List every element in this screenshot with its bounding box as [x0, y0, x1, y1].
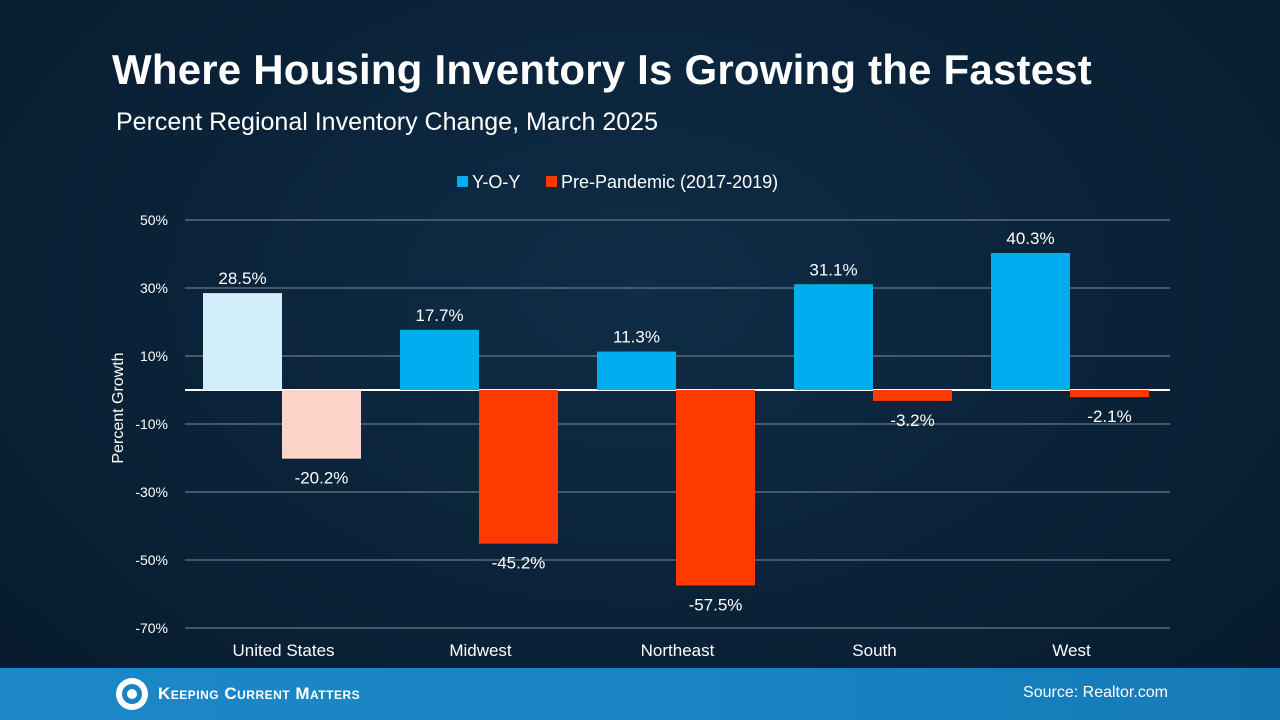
y-tick-label: 10%	[140, 348, 168, 364]
x-tick-label: South	[852, 641, 896, 660]
y-tick-label: -10%	[135, 416, 168, 432]
bar-yoy	[203, 293, 282, 390]
x-tick-label: Midwest	[449, 641, 512, 660]
data-label: 11.3%	[613, 328, 660, 347]
footer-bar: Keeping Current Matters Source: Realtor.…	[0, 668, 1280, 720]
x-tick-label: United States	[232, 641, 334, 660]
bars: 28.5% -20.2% 17.7% -45.2% 11.3% -57.5% 31.1% -3…	[203, 229, 1149, 615]
y-tick-label: 30%	[140, 280, 168, 296]
x-axis: United States Midwest Northeast South West	[232, 641, 1091, 660]
data-label: -3.2%	[890, 411, 934, 430]
y-tick-label: -70%	[135, 620, 168, 636]
bar-pre-pandemic	[676, 390, 755, 586]
source-note: Source: Realtor.com	[1023, 684, 1168, 701]
bar-chart: Y-O-Y Pre-Pandemic (2017-2019) 50% 30% 10% -…	[110, 172, 1170, 660]
y-tick-label: -30%	[135, 484, 168, 500]
legend-swatch-pre-pandemic	[546, 176, 557, 187]
bar-pre-pandemic	[479, 390, 558, 544]
data-label: -57.5%	[689, 596, 743, 615]
bar-pre-pandemic	[873, 390, 952, 401]
kcm-logo: Keeping Current Matters	[116, 678, 360, 710]
bar-yoy	[991, 252, 1070, 390]
legend: Y-O-Y Pre-Pandemic (2017-2019)	[457, 172, 778, 192]
legend-label: Pre-Pandemic (2017-2019)	[561, 172, 778, 192]
data-label: 28.5%	[218, 269, 266, 288]
data-label: -20.2%	[295, 469, 349, 488]
bar-pre-pandemic	[1070, 390, 1149, 398]
x-tick-label: Northeast	[641, 641, 715, 660]
bar-yoy	[400, 329, 479, 390]
data-label: 31.1%	[809, 260, 857, 279]
chart-title: Where Housing Inventory Is Growing the F…	[112, 46, 1092, 93]
legend-swatch-yoy	[457, 176, 468, 187]
data-label: -2.1%	[1087, 407, 1131, 426]
bar-yoy	[597, 351, 676, 390]
bar-pre-pandemic	[282, 390, 361, 459]
logo-text: Keeping Current Matters	[158, 684, 361, 703]
chart-subtitle: Percent Regional Inventory Change, March…	[116, 108, 658, 136]
kcm-swirl-logo-icon	[116, 678, 148, 710]
x-tick-label: West	[1052, 641, 1091, 660]
y-axis: 50% 30% 10% -10% -30% -50% -70% Percent Growth	[110, 212, 168, 636]
data-label: 17.7%	[415, 306, 463, 325]
y-tick-label: 50%	[140, 212, 168, 228]
data-label: -45.2%	[492, 554, 546, 573]
legend-label: Y-O-Y	[472, 172, 520, 192]
bar-yoy	[794, 284, 873, 390]
y-axis-title: Percent Growth	[110, 352, 127, 463]
data-label: 40.3%	[1006, 229, 1054, 248]
y-tick-label: -50%	[135, 552, 168, 568]
